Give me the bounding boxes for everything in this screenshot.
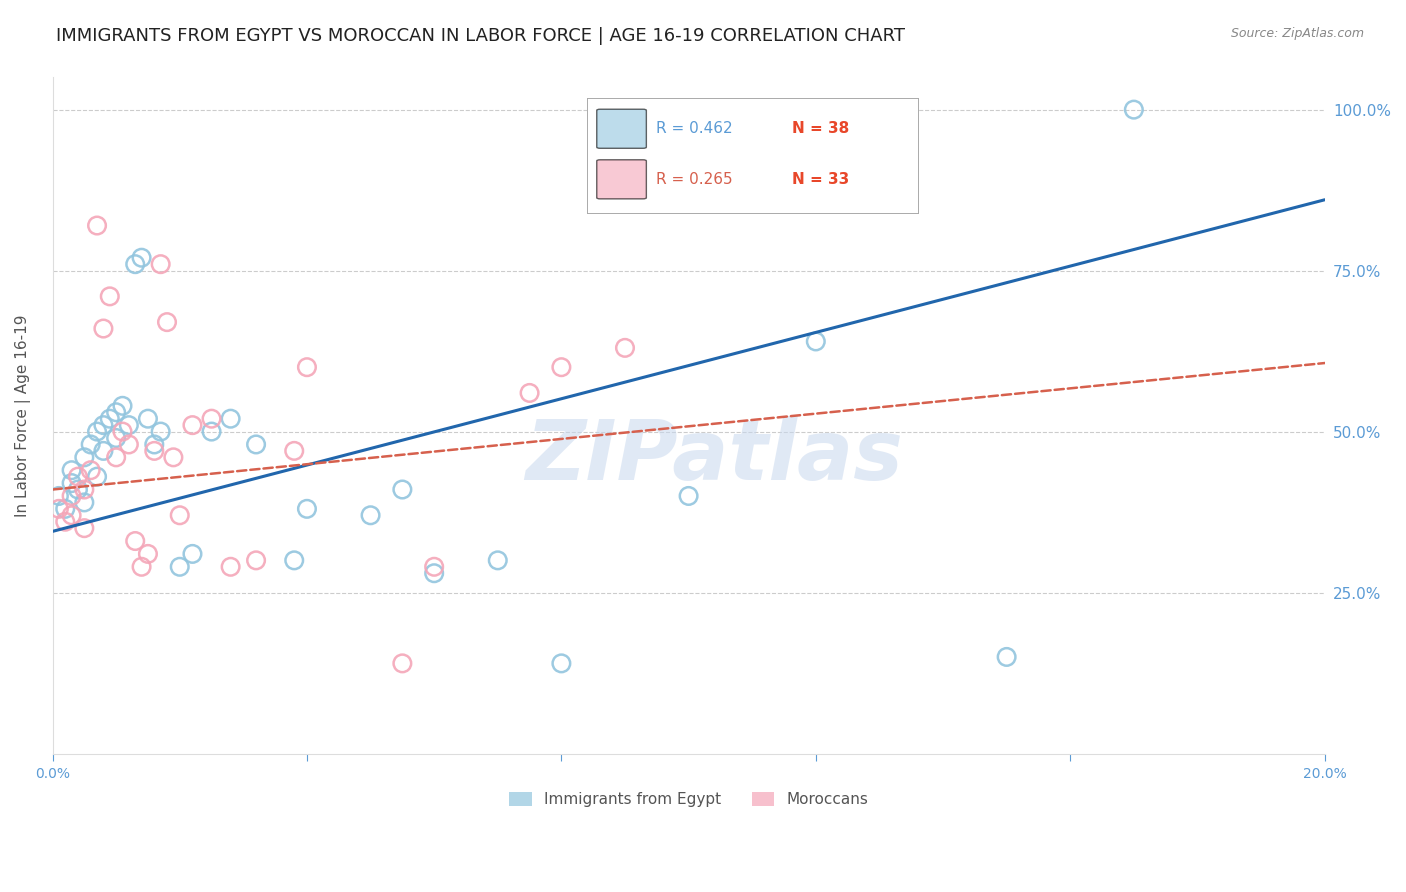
Point [245,553,267,567]
Point [98,289,121,303]
Point [60,463,83,477]
Point [60,508,83,523]
Point [86,425,108,439]
Point [219,411,242,425]
Point [73,521,96,535]
Point [93,418,115,433]
Point [53,515,76,529]
Point [149,425,172,439]
Point [48,501,70,516]
Point [48,489,70,503]
Point [678,489,700,503]
Point [136,411,159,425]
Point [111,399,134,413]
Point [53,501,76,516]
Point [156,315,179,329]
Point [391,483,413,497]
Point [283,553,305,567]
Point [73,483,96,497]
Legend: Immigrants from Egypt, Moroccans: Immigrants from Egypt, Moroccans [502,786,875,814]
Point [93,321,115,335]
Point [181,418,204,433]
Point [486,553,509,567]
Point [181,547,204,561]
Point [519,386,541,401]
Text: ZIPatlas: ZIPatlas [524,416,903,497]
Point [73,495,96,509]
Text: IMMIGRANTS FROM EGYPT VS MOROCCAN IN LABOR FORCE | AGE 16-19 CORRELATION CHART: IMMIGRANTS FROM EGYPT VS MOROCCAN IN LAB… [56,27,905,45]
Point [98,411,121,425]
Point [295,501,318,516]
Point [1122,103,1144,117]
Point [550,657,572,671]
Point [86,469,108,483]
Point [423,566,446,581]
Point [80,437,103,451]
Point [169,559,191,574]
Point [219,559,242,574]
Point [118,418,141,433]
Point [169,508,191,523]
Point [995,649,1018,664]
Point [143,443,166,458]
Point [550,360,572,375]
Y-axis label: In Labor Force | Age 16-19: In Labor Force | Age 16-19 [15,314,31,516]
Point [66,483,89,497]
Point [86,219,108,233]
Point [295,360,318,375]
Point [245,437,267,451]
Point [105,405,128,419]
Point [60,476,83,491]
Point [124,257,146,271]
Point [200,425,222,439]
Point [118,437,141,451]
Point [143,437,166,451]
Point [149,257,172,271]
Point [283,443,305,458]
Point [80,463,103,477]
Point [105,450,128,465]
Point [423,559,446,574]
Point [66,469,89,483]
Point [162,450,184,465]
Point [136,547,159,561]
Point [614,341,637,355]
Point [360,508,382,523]
Point [391,657,413,671]
Point [93,443,115,458]
Point [131,251,153,265]
Point [73,450,96,465]
Point [60,489,83,503]
Text: Source: ZipAtlas.com: Source: ZipAtlas.com [1230,27,1364,40]
Point [200,411,222,425]
Point [105,431,128,445]
Point [131,559,153,574]
Point [124,534,146,549]
Point [804,334,827,349]
Point [111,425,134,439]
